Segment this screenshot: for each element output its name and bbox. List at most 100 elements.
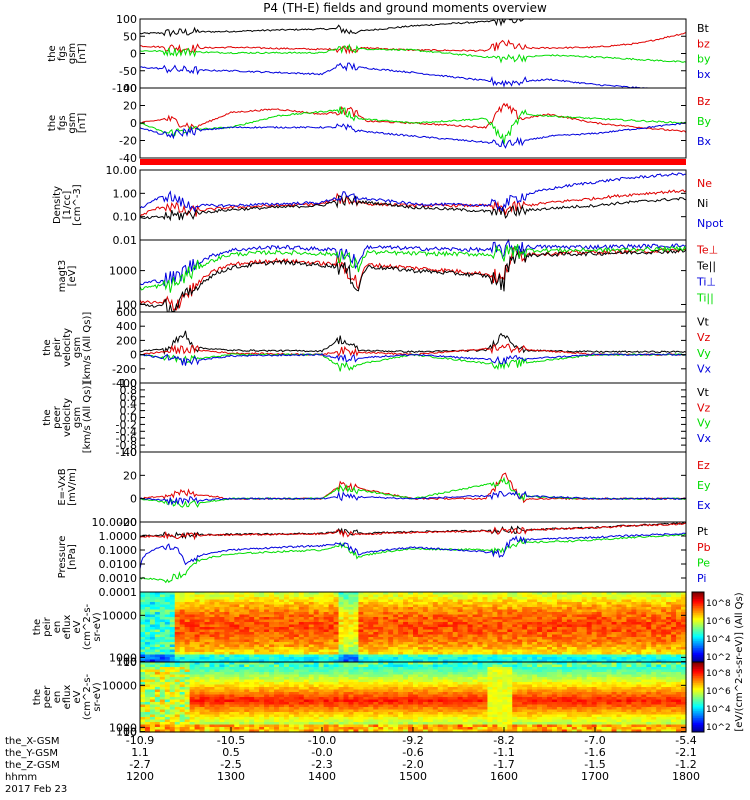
spectrogram-cell [403,617,409,621]
spectrogram-cell [313,682,320,686]
spectrogram-cell [264,674,270,678]
y-tick-label: 600 [116,306,137,319]
spectrogram-cell [561,617,568,621]
spectrogram-cell [264,697,270,701]
spectrogram-cell [229,599,235,603]
spectrogram-cell [561,642,568,646]
spectrogram-cell [293,674,300,678]
spectrogram-cell [318,649,325,653]
spectrogram-cell [244,639,250,643]
spectrogram-cell [442,632,449,636]
spectrogram-cell [214,707,221,711]
spectrogram-cell [581,634,588,638]
spectrogram-cell [254,669,260,673]
spectrogram-cell [234,602,240,606]
spectrogram-cell [174,717,181,721]
spectrogram-cell [219,622,225,626]
spectrogram-cell [318,624,325,628]
spectrogram-cell [140,697,146,701]
spectrogram-cell [358,707,364,711]
spectrogram-cell [606,599,613,603]
spectrogram-cell [477,639,484,643]
spectrogram-cell [661,644,667,648]
spectrogram-cell [333,617,340,621]
spectrogram-cell [283,599,290,603]
spectrogram-cell [576,619,583,623]
spectrogram-cell [214,612,221,616]
spectrogram-cell [666,597,672,601]
spectrogram-cell [219,667,225,671]
spectrogram-cell [254,612,260,616]
spectrogram-cell [676,599,682,603]
spectrogram-cell [239,672,245,676]
spectrogram-cell [338,647,345,651]
spectrogram-cell [140,682,146,686]
spectrogram-cell [368,627,374,631]
spectrogram-cell [338,612,345,616]
spectrogram-cell [303,619,310,623]
spectrogram-cell [542,657,548,661]
spectrogram-cell [512,642,518,646]
spectrogram-cell [328,722,335,726]
spectrogram-cell [239,644,245,648]
spectrogram-cell [512,634,518,638]
spectrogram-cell [388,707,394,711]
spectrogram-cell [229,612,235,616]
y-tick-label: 20 [123,469,137,482]
spectrogram-cell [656,632,662,636]
spectrogram-cell [338,707,345,711]
spectrogram-cell [209,687,216,691]
spectrogram-cell [338,624,345,628]
spectrogram-cell [437,602,444,606]
spectrogram-cell [432,664,439,668]
spectrogram-cell [244,727,250,731]
spectrogram-cell [234,712,240,716]
spectrogram-cell [199,607,206,611]
spectrogram-cell [229,662,235,666]
spectrogram-cell [666,652,672,656]
spectrogram-cell [323,689,330,693]
spectrogram-cell [313,677,320,681]
spectrogram-cell [383,647,389,651]
spectrogram-cell [264,594,270,598]
spectrogram-cell [571,632,578,636]
spectrogram-cell [388,599,394,603]
spectrogram-cell [204,637,211,641]
spectrogram-cell [249,599,255,603]
spectrogram-cell [457,637,464,641]
spectrogram-cell [278,679,285,683]
spectrogram-cell [358,602,364,606]
spectrogram-cell [497,627,503,631]
spectrogram-cell [388,592,394,596]
spectrogram-cell [408,704,414,708]
spectrogram-cell [214,632,221,636]
spectrogram-cell [194,639,201,643]
spectrogram-cell [323,599,330,603]
spectrogram-cell [641,637,647,641]
spectrogram-cell [174,607,181,611]
spectrogram-cell [571,657,578,661]
spectrogram-cell [323,719,330,723]
spectrogram-cell [378,722,384,726]
spectrogram-cell [462,659,469,663]
spectrogram-cell [283,604,290,608]
spectrogram-cell [432,667,439,671]
spectrogram-cell [269,644,275,648]
spectrogram-cell [274,602,280,606]
spectrogram-cell [388,674,394,678]
spectrogram-cell [293,639,300,643]
spectrogram-cell [343,637,350,641]
spectrogram-cell [408,617,414,621]
spectrogram-cell [517,617,523,621]
spectrogram-cell [422,719,429,723]
spectrogram-cell [353,697,359,701]
spectrogram-cell [293,692,300,696]
spectrogram-cell [417,687,424,691]
spectrogram-cell [234,619,240,623]
spectrogram-cell [383,702,389,706]
spectrogram-cell [408,709,414,713]
spectrogram-cell [591,619,598,623]
spectrogram-cell [393,639,399,643]
spectrogram-cell [358,724,364,728]
